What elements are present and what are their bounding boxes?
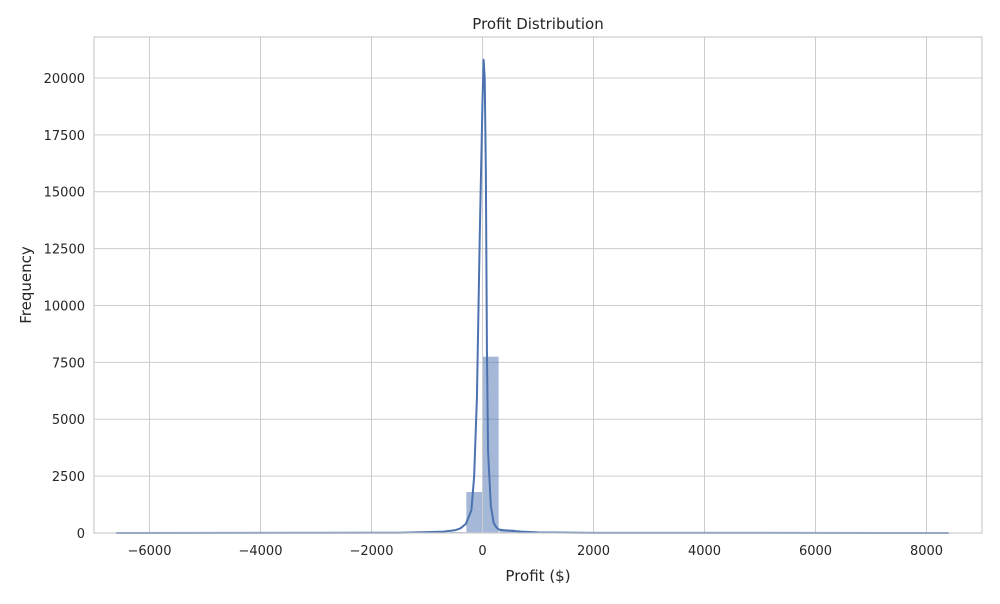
- y-tick-label: 0: [77, 527, 85, 542]
- histogram-bar: [466, 492, 482, 533]
- y-tick-label: 7500: [52, 356, 85, 371]
- y-tick-label: 10000: [44, 299, 85, 314]
- x-axis-label: Profit ($): [505, 567, 570, 585]
- x-tick-label: −2000: [350, 544, 394, 559]
- x-tick-label: 0: [478, 544, 486, 559]
- x-tick-label: 4000: [688, 544, 721, 559]
- x-tick-label: 8000: [910, 544, 943, 559]
- y-axis-ticks: 0 2500 5000 7500 10000 12500 15000 17500 20000: [44, 72, 85, 542]
- x-tick-label: 2000: [577, 544, 610, 559]
- y-tick-label: 12500: [44, 243, 85, 258]
- histogram-bars: [117, 357, 949, 533]
- x-axis-ticks: −6000 −4000 −2000 0 2000 4000 6000 8000: [128, 544, 944, 559]
- y-tick-label: 20000: [44, 72, 85, 87]
- x-tick-label: −6000: [128, 544, 172, 559]
- grid-layer: [94, 37, 982, 533]
- kde-layer: [116, 60, 949, 533]
- y-tick-label: 5000: [52, 413, 85, 428]
- y-tick-label: 17500: [44, 129, 85, 144]
- y-tick-label: 15000: [44, 186, 85, 201]
- x-tick-label: 6000: [799, 544, 832, 559]
- x-tick-label: −4000: [239, 544, 283, 559]
- y-tick-label: 2500: [52, 470, 85, 485]
- plot-frame: [94, 37, 982, 533]
- kde-line: [116, 60, 949, 533]
- chart-title: Profit Distribution: [472, 15, 603, 33]
- y-axis-label: Frequency: [17, 246, 35, 324]
